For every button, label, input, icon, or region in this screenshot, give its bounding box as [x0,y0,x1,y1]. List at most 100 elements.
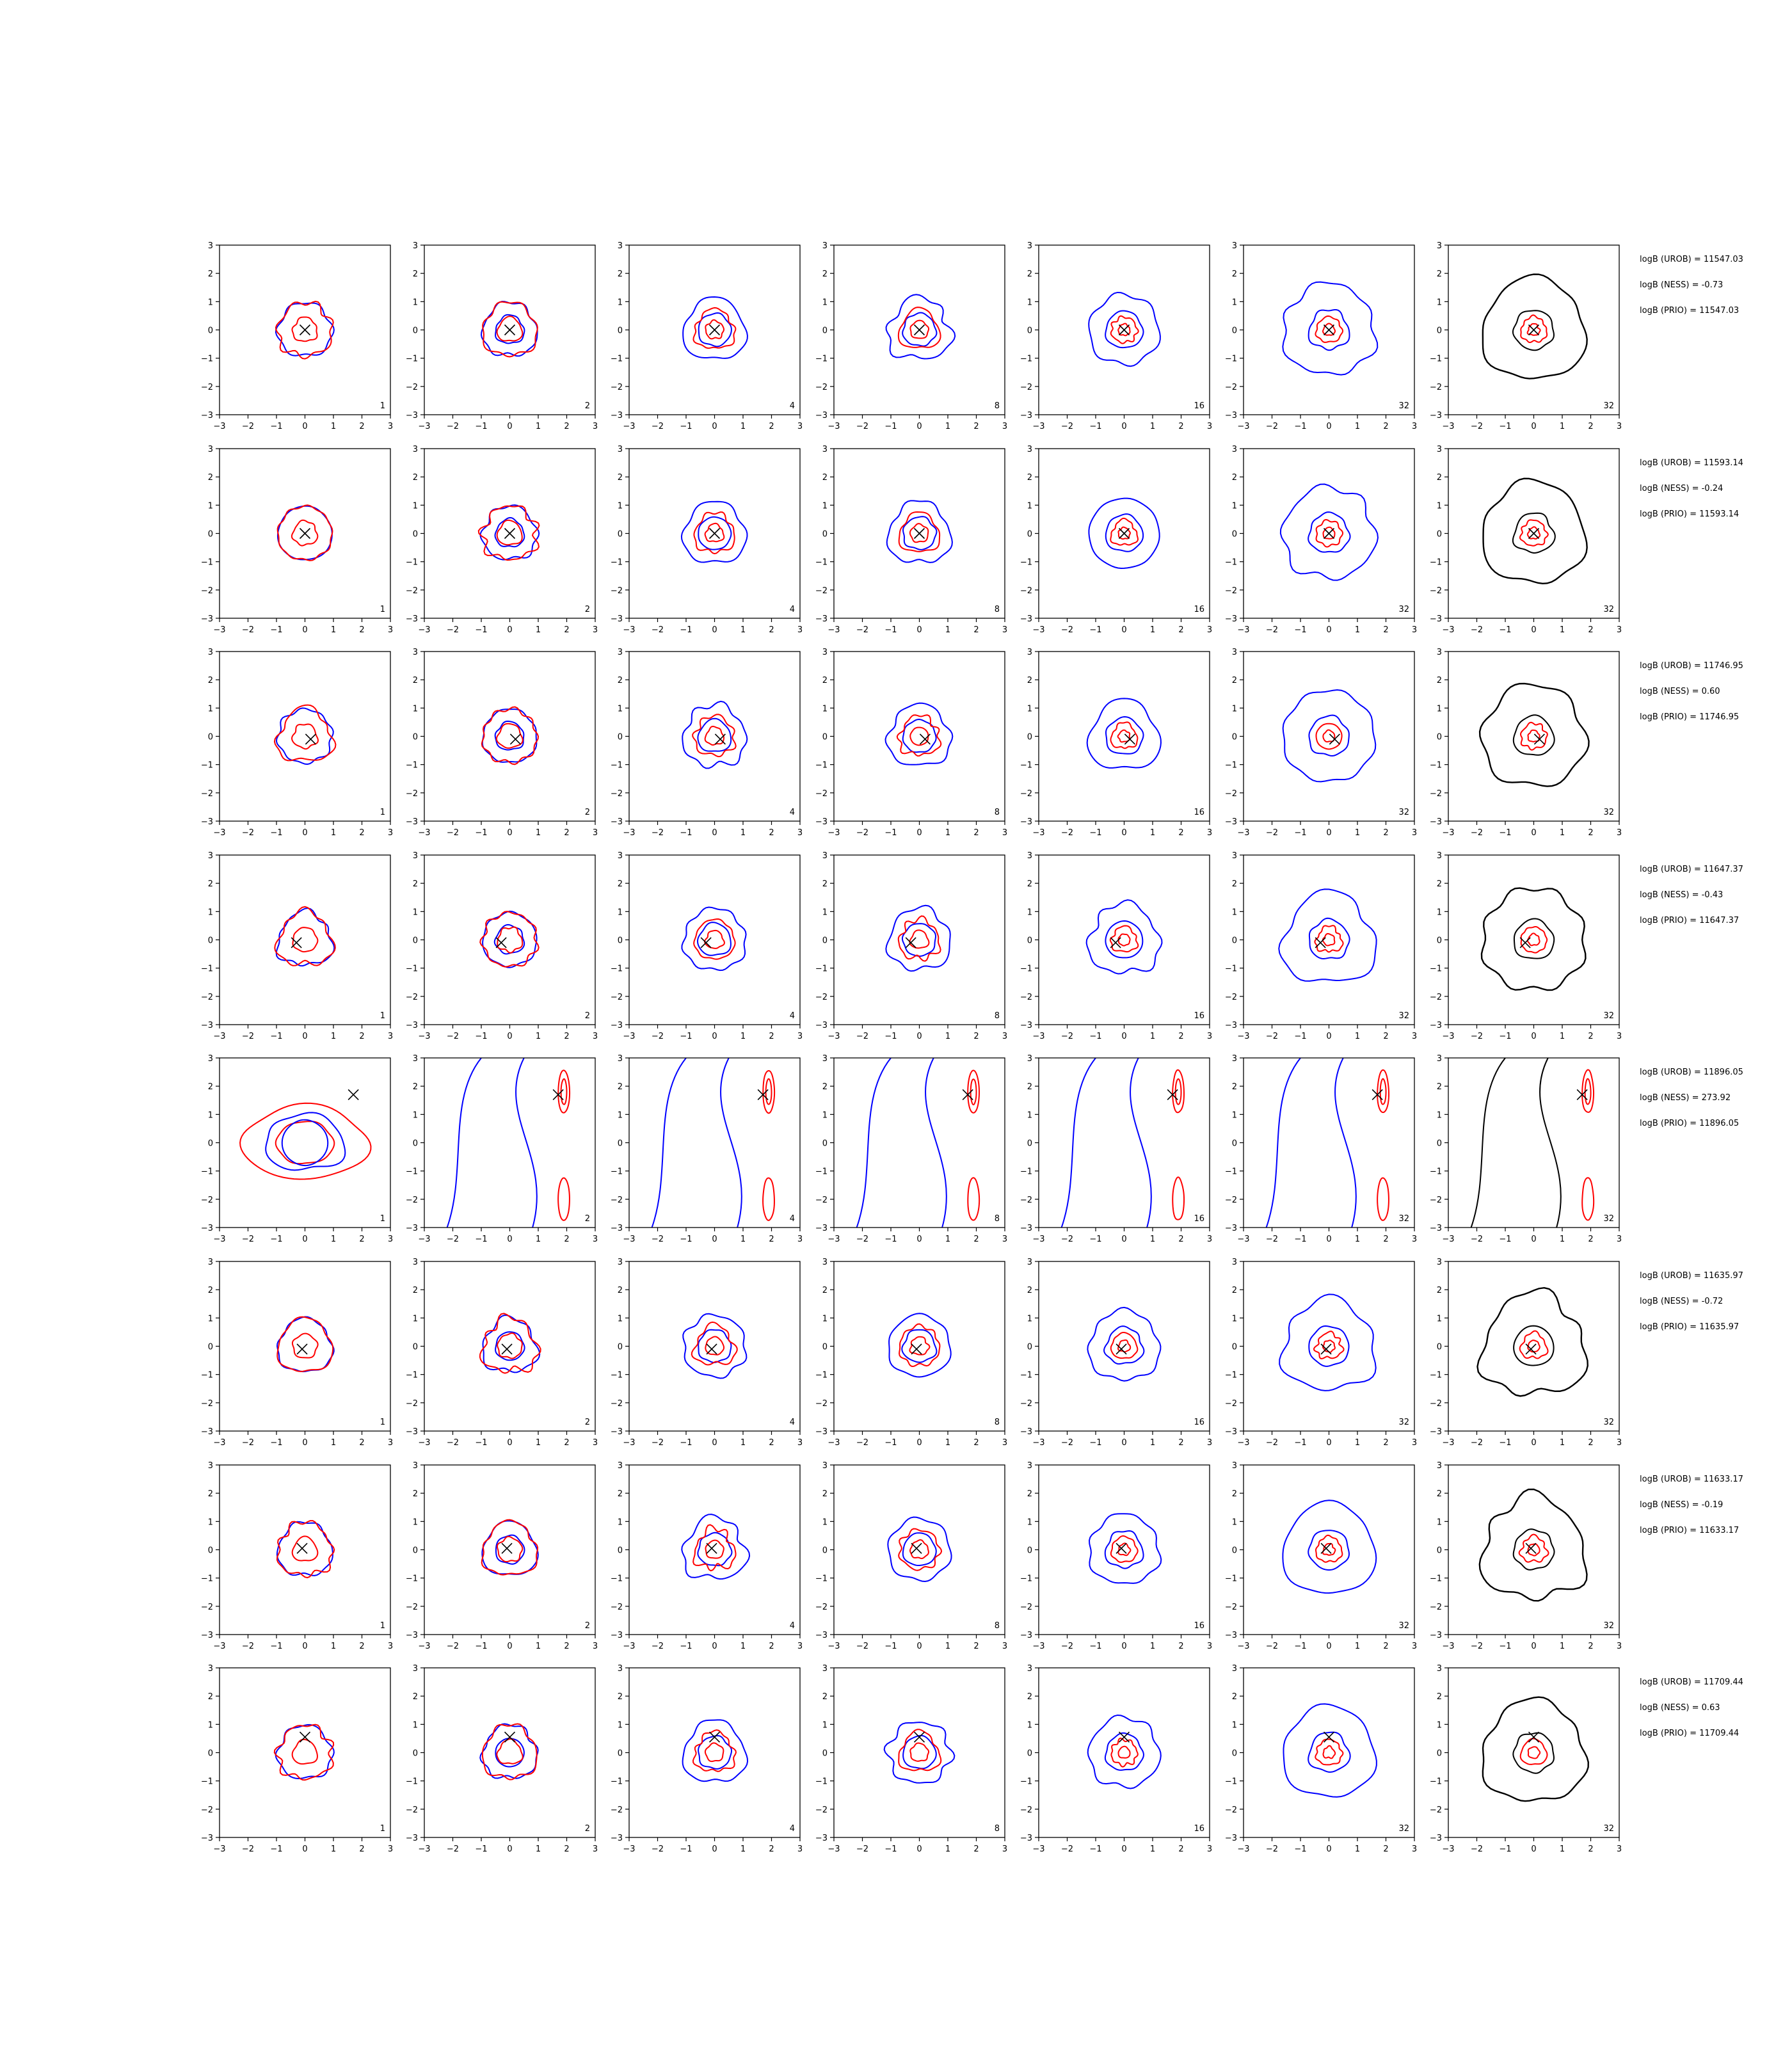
x-tick-label: 1 [1150,625,1155,635]
x-tick-label: −2 [1471,1642,1483,1651]
y-tick-label: −3 [815,817,828,827]
outer-contour [1087,1714,1162,1789]
y-tick-label: 3 [413,851,418,861]
x-tick-label: −1 [884,828,897,838]
y-tick-label: −3 [1020,1631,1032,1640]
red-inner-contour [1117,933,1131,947]
y-tick-label: −2 [201,993,213,1002]
panel-corner-label: 32 [1603,1418,1614,1427]
y-tick-label: −2 [406,383,418,392]
x-tick-label: −3 [623,1642,635,1651]
x-tick-label: −1 [1089,1844,1101,1854]
x-tick-label: −3 [213,828,225,838]
inner-contour [1308,511,1351,553]
inner-contour [1103,1325,1145,1365]
logb-annotation: logB (PRIO) = 11896.05 [1640,1119,1739,1128]
cross-marker [1118,1731,1130,1743]
y-tick-label: −2 [201,1399,213,1409]
panel-corner-label: 32 [1603,1824,1614,1834]
axes-frame [1038,854,1210,1025]
red-outer-contour [1315,1738,1344,1766]
y-tick-label: 1 [413,1720,418,1730]
y-tick-label: 1 [618,1517,623,1527]
inner-contour [1512,1528,1555,1571]
panel-r2-c3: −3 −2 −1 0 1 2 3 −3 −2 −1 0 1 2 3 8 [815,648,1007,838]
x-tick-label: 2 [1588,1844,1593,1854]
contour-lines [1478,682,1590,787]
y-tick-label: −1 [1430,1574,1442,1584]
contour-lines [1283,1703,1377,1798]
panel-corner-label: 4 [790,1011,795,1021]
red-outer-contour [1110,1737,1139,1768]
x-tick-label: 3 [1617,422,1622,431]
x-tick-label: −1 [1294,625,1306,635]
y-tick-label: −3 [406,1631,418,1640]
x-tick-label: −1 [1089,1438,1101,1448]
y-tick-label: 2 [618,1692,623,1702]
panel-corner-label: 16 [1194,1824,1204,1834]
x-tick-label: 2 [1383,625,1388,635]
y-tick-label: −1 [611,558,623,568]
x-tick-label: −1 [1089,422,1101,431]
cross-marker [1320,1542,1332,1554]
y-tick-label: 1 [1232,704,1237,714]
panel-corner-label: 4 [790,1214,795,1224]
inner-contour [495,1534,525,1565]
y-tick-label: −2 [1430,789,1442,799]
red-inner-contour [705,1336,725,1356]
contour-2 [762,1070,776,1114]
y-tick-label: 3 [1437,1054,1442,1064]
cross-marker [911,1542,922,1554]
red-inner-contour [291,1332,319,1359]
y-tick-label: 0 [413,936,418,946]
y-tick-label: 2 [208,1489,213,1499]
x-tick-label: 0 [916,422,922,431]
panel-corner-label: 16 [1194,1011,1204,1021]
inner-contour [698,516,732,550]
x-tick-label: 1 [1150,1438,1155,1448]
x-tick-label: 3 [1412,828,1417,838]
y-tick-label: −1 [1430,355,1442,364]
y-tick-label: 3 [1027,445,1032,454]
red-outer-contour [896,714,942,757]
x-tick-label: 0 [1531,625,1536,635]
x-tick-label: −3 [1237,1642,1249,1651]
x-tick-label: −2 [1266,1642,1278,1651]
x-tick-label: −3 [418,1438,430,1448]
red-inner-contour [291,1738,318,1765]
x-tick-label: −3 [213,422,225,431]
contour-4 [1174,1078,1182,1105]
contour-lines [1279,483,1379,581]
y-tick-label: −3 [1430,1021,1442,1030]
y-tick-label: 1 [822,298,828,307]
contour-lines [477,504,540,561]
x-tick-label: 2 [1588,828,1593,838]
x-tick-label: 0 [712,625,717,635]
contour-0 [1265,1058,1301,1228]
cross-marker [1118,324,1130,336]
red-outer-contour [1520,314,1548,344]
x-tick-label: 1 [1560,422,1565,431]
logb-annotation: logB (PRIO) = 11633.17 [1640,1526,1739,1535]
y-tick-label: −2 [406,586,418,596]
red-inner-contour [1527,729,1540,742]
red-inner-contour [1322,729,1336,743]
y-tick-label: −2 [1225,993,1237,1002]
y-tick-label: −3 [611,1224,623,1233]
x-tick-label: 1 [740,1642,746,1651]
x-tick-label: 2 [973,1642,979,1651]
x-tick-label: 3 [1617,1438,1622,1448]
cross-marker [1528,1731,1540,1743]
x-tick-label: −2 [856,625,868,635]
y-tick-label: 0 [208,936,213,946]
x-tick-label: 1 [1560,1642,1565,1651]
red-outer-contour [692,307,737,349]
x-tick-label: −1 [884,1438,897,1448]
x-tick-label: 0 [916,1438,922,1448]
y-tick-label: 0 [1437,1343,1442,1352]
red-outer-contour [275,300,334,360]
contour-lines [1278,888,1377,982]
red-inner-contour [704,725,725,746]
inner-contour [494,721,525,751]
outer-contour [480,301,538,357]
